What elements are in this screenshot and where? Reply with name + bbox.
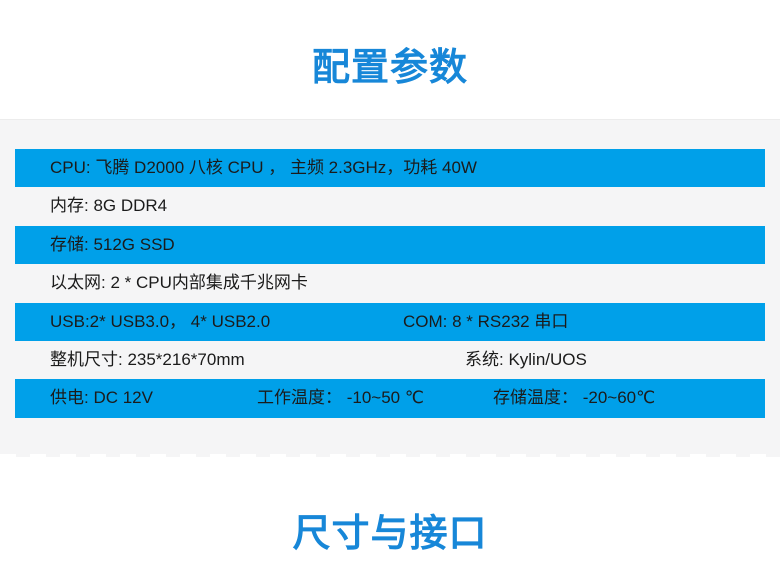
spec-value-ethernet: 以太网: 2 * CPU内部集成千兆网卡 xyxy=(50,273,308,293)
spec-value-storage: 存储: 512G SSD xyxy=(50,234,175,254)
spec-value-usb: USB:2* USB3.0， 4* USB2.0 xyxy=(50,311,271,331)
spec-row-ethernet: 以太网: 2 * CPU内部集成千兆网卡 xyxy=(15,264,765,302)
page-title: 配置参数 xyxy=(311,47,468,89)
spec-value-operating-temp: 工作温度： -10~50 ℃ xyxy=(257,388,424,408)
spec-value-cpu: CPU: 飞腾 D2000 八核 CPU ， 主频 2.3GHz，功耗 40W xyxy=(50,158,477,177)
spec-row-memory: 内存: 8G DDR4 xyxy=(15,187,765,225)
spec-value-size: 整机尺寸: 235*216*70mm xyxy=(50,349,245,369)
spec-band: CPU: 飞腾 D2000 八核 CPU ， 主频 2.3GHz，功耗 40W … xyxy=(0,119,780,457)
section-title-dimensions: 尺寸与接口 xyxy=(292,513,488,555)
spec-row-size-os: 整机尺寸: 235*216*70mm 系统: Kylin/UOS xyxy=(15,341,765,379)
spec-row-power-temp: 供电: DC 12V 工作温度： -10~50 ℃ 存储温度： -20~60℃ xyxy=(15,379,765,418)
spec-value-power: 供电: DC 12V xyxy=(50,388,153,408)
spec-value-os: 系统: Kylin/UOS xyxy=(465,349,587,369)
spec-row-storage: 存储: 512G SSD xyxy=(15,225,765,265)
spec-value-memory: 内存: 8G DDR4 xyxy=(50,196,168,216)
spec-table: CPU: 飞腾 D2000 八核 CPU ， 主频 2.3GHz，功耗 40W … xyxy=(15,149,765,418)
spec-value-storage-temp: 存储温度： -20~60℃ xyxy=(493,388,656,408)
spec-row-cpu: CPU: 飞腾 D2000 八核 CPU ， 主频 2.3GHz，功耗 40W xyxy=(15,149,765,188)
spec-value-com: COM: 8 * RS232 串口 xyxy=(403,311,569,331)
spec-row-usb-com: USB:2* USB3.0， 4* USB2.0 COM: 8 * RS232 … xyxy=(15,302,765,341)
